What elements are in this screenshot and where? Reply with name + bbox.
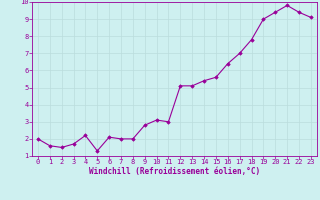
X-axis label: Windchill (Refroidissement éolien,°C): Windchill (Refroidissement éolien,°C) bbox=[89, 167, 260, 176]
